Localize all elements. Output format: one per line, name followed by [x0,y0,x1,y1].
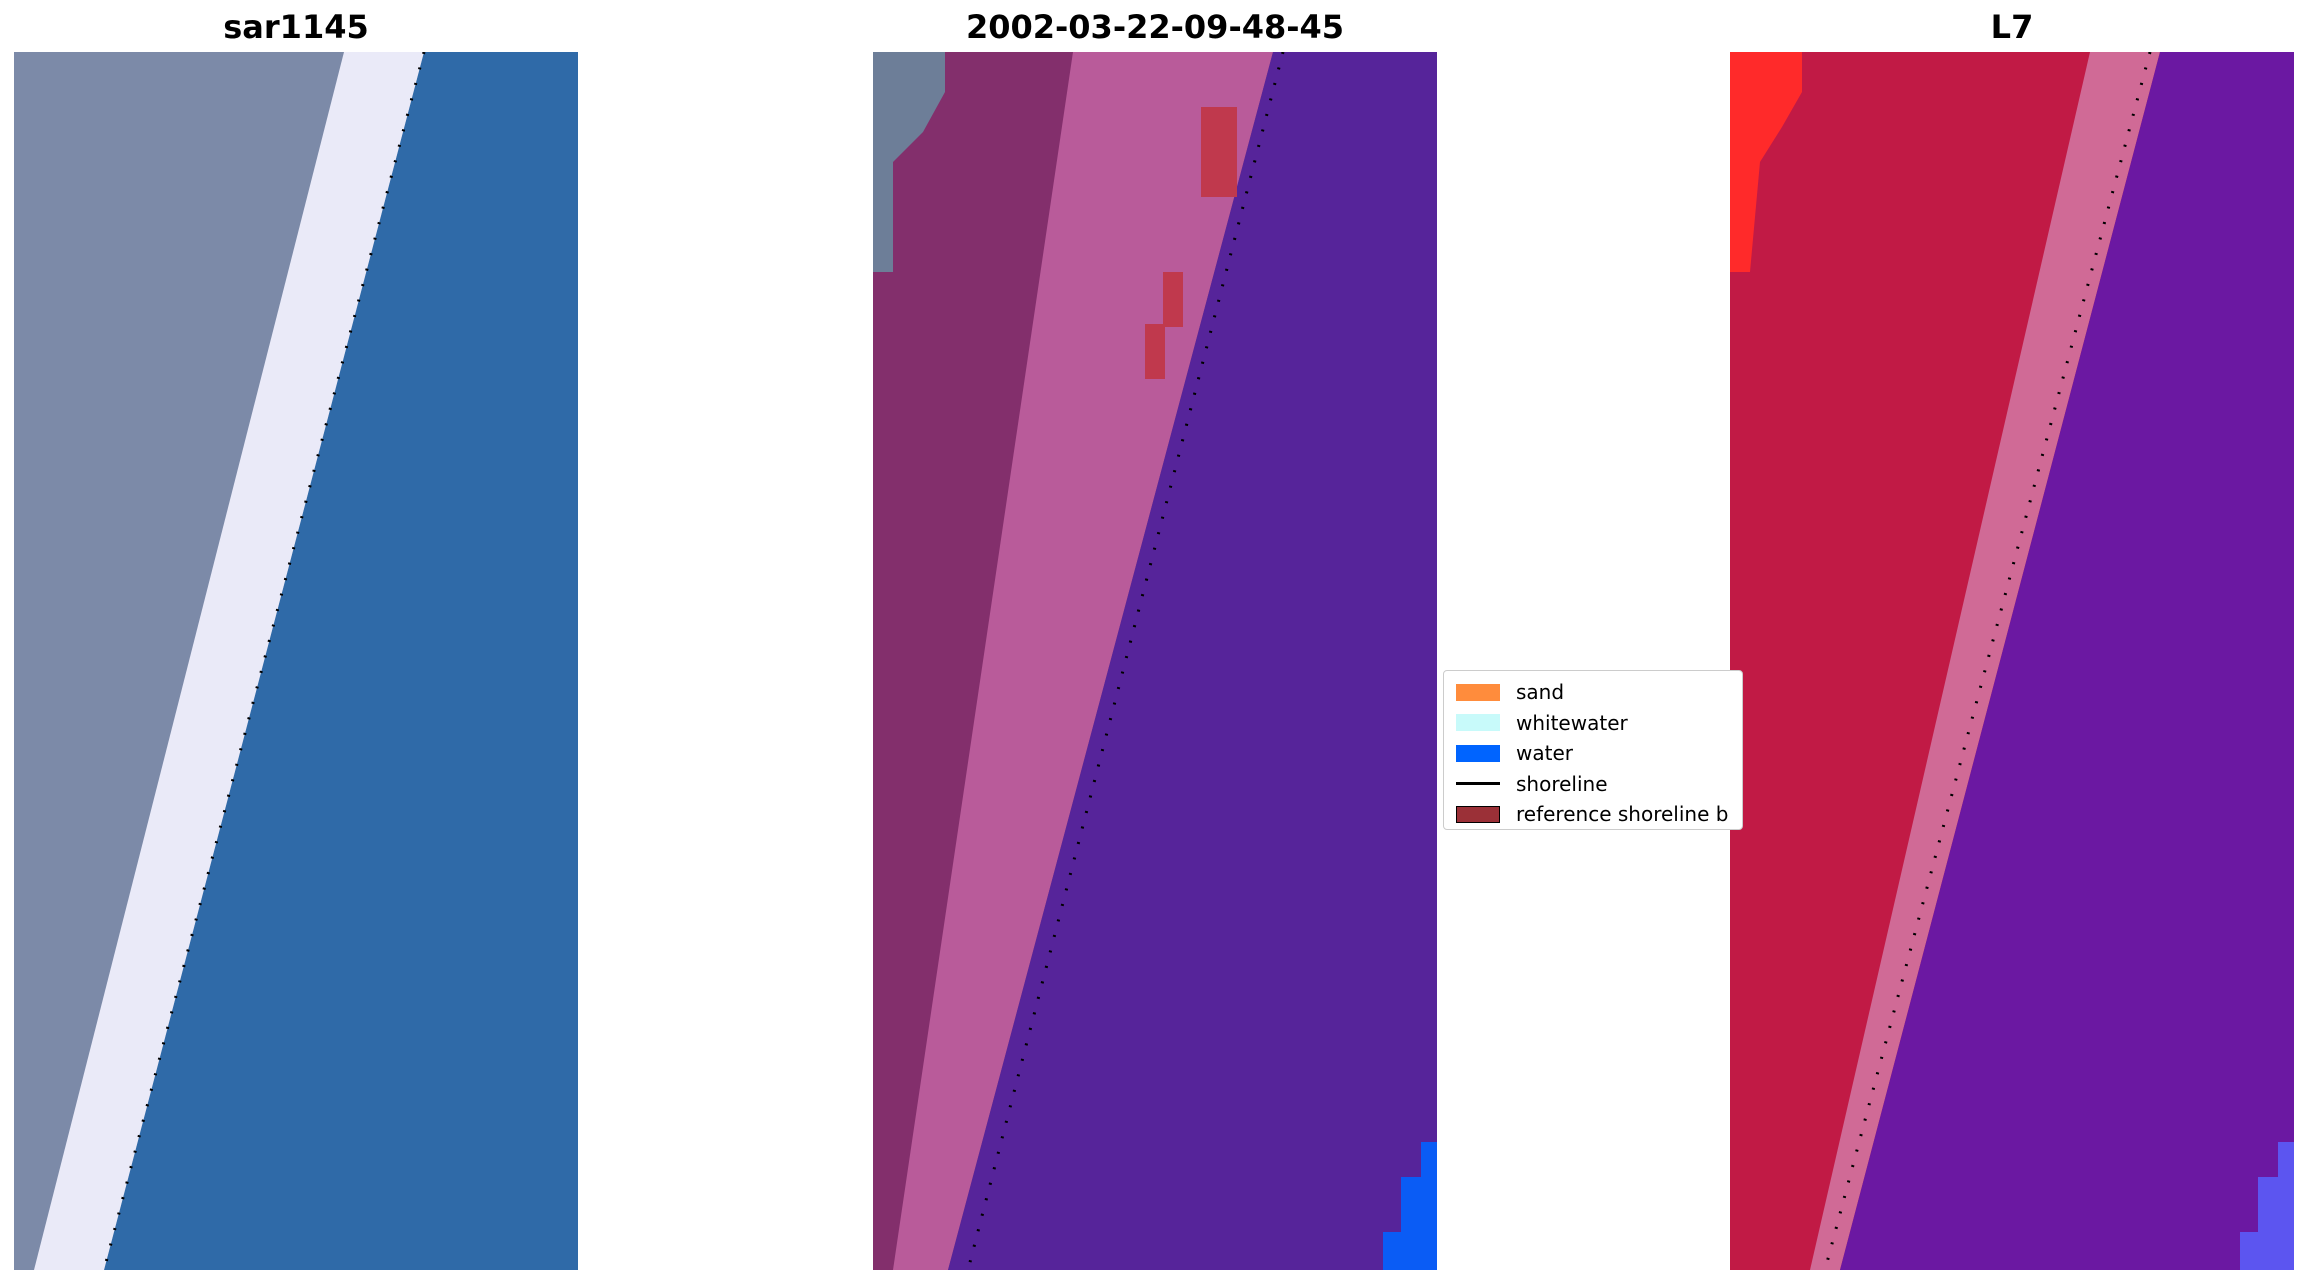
class-shoreline [966,52,1285,1270]
legend-swatch-water [1456,744,1500,762]
classified-image [873,52,1437,1270]
legend-label-sand: sand [1516,680,1565,705]
class-grey-area [873,52,945,272]
legend-swatch-whitewater [1456,714,1500,732]
index-image [1730,52,2294,1270]
class-water-patch [1383,1142,1437,1270]
class-ref-2 [1163,272,1183,327]
rgb-beach [34,52,424,1270]
rgb-shoreline [102,52,426,1270]
rgb-image-panel [14,52,578,1270]
legend-item-sand: sand [1456,677,1742,708]
legend-line-shoreline [1456,782,1500,786]
panel-title-index: L7 [1990,8,2034,46]
legend-swatch-sand [1456,683,1500,701]
class-beach [893,52,1273,1270]
legend-item-whitewater: whitewater [1456,708,1742,739]
legend-label-whitewater: whitewater [1516,710,1628,735]
legend-item-shoreline: shoreline [1456,769,1742,800]
class-ref-3 [1145,324,1165,379]
legend-swatch-reference-shoreline [1456,805,1500,823]
idx-beach [1810,52,2160,1270]
panel-title-classified: 2002-03-22-09-48-45 [965,8,1345,46]
class-water [948,52,1437,1270]
legend-item-water: water [1456,738,1742,769]
rgb-water [104,52,578,1270]
classified-image-panel [873,52,1437,1270]
idx-water-patch [2240,1142,2294,1270]
legend-label-shoreline: shoreline [1516,771,1608,796]
legend-item-reference-shoreline: reference shoreline b [1456,799,1742,829]
idx-water [1840,52,2294,1270]
rgb-image [14,52,578,1270]
legend-label-reference-shoreline: reference shoreline b [1516,802,1729,827]
class-ref-1 [1201,107,1237,197]
legend-label-water: water [1516,741,1573,766]
idx-red-area [1730,52,1802,272]
legend: sand whitewater water shoreline referenc… [1443,670,1743,830]
index-image-panel [1730,52,2294,1270]
panel-title-rgb: sar1145 [223,8,369,46]
